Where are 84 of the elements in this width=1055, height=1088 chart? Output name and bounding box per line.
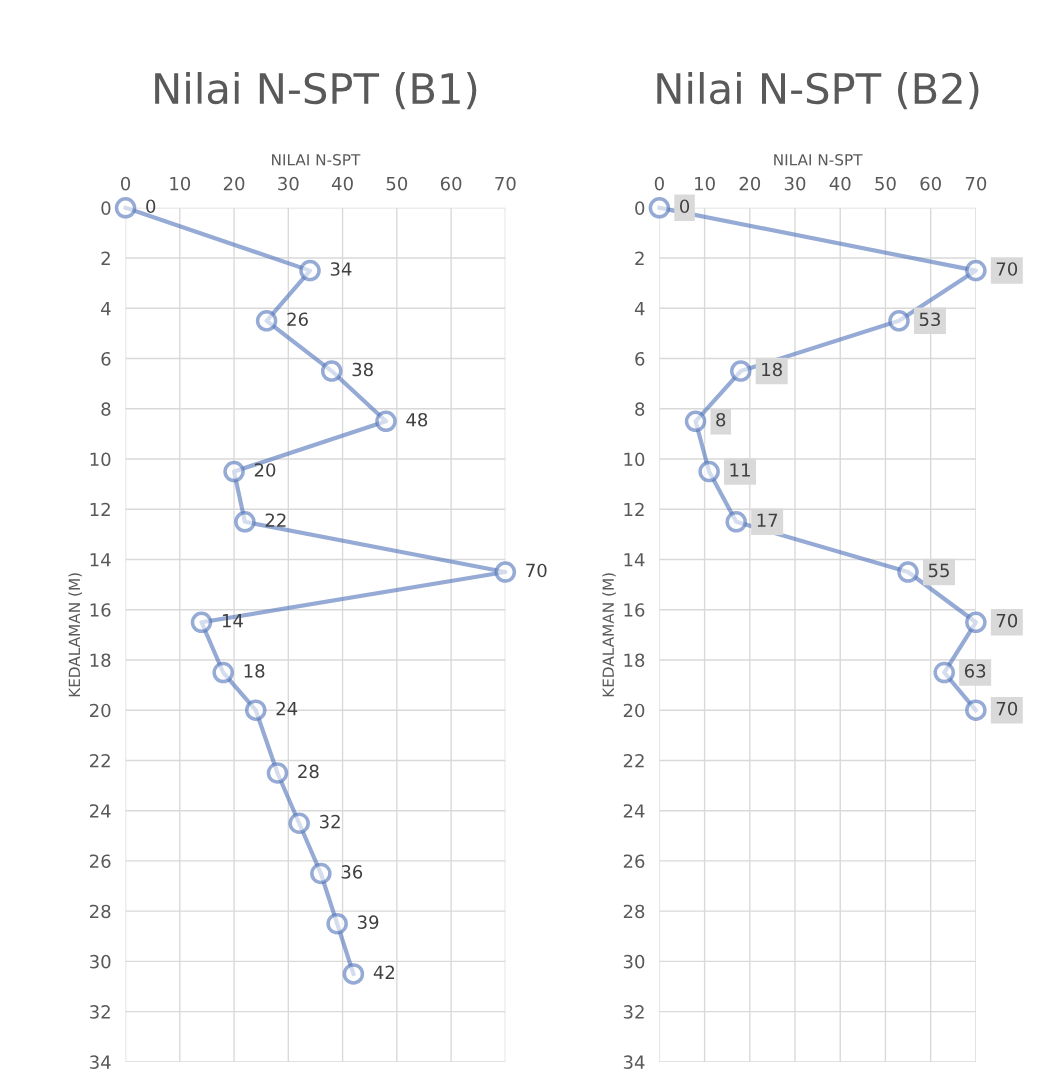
y-tick-label: 30 xyxy=(90,954,111,969)
x-tick-label: 40 xyxy=(829,176,851,191)
data-label: 70 xyxy=(526,563,547,578)
x-tick-label: 10 xyxy=(170,176,191,191)
y-tick-label: 4 xyxy=(634,301,645,316)
data-label: 24 xyxy=(276,701,298,716)
y-tick-label: 20 xyxy=(623,703,645,718)
y-tick-label: 20 xyxy=(90,703,111,718)
data-label: 34 xyxy=(330,262,352,276)
data-label: 8 xyxy=(716,412,726,427)
x-axis-title: NILAI N-SPT xyxy=(272,153,361,166)
y-axis-title: KEDALAMAN (M) xyxy=(602,573,616,697)
y-tick-label: 6 xyxy=(635,351,645,366)
data-label: 32 xyxy=(319,814,340,829)
y-tick-label: 24 xyxy=(90,804,111,818)
data-label: 18 xyxy=(762,362,782,377)
x-tick-label: 50 xyxy=(386,176,408,191)
data-label: 42 xyxy=(373,965,395,979)
data-label: 18 xyxy=(244,664,265,678)
y-tick-label: 26 xyxy=(90,854,111,869)
y-tick-label: 16 xyxy=(624,603,645,617)
data-label: 63 xyxy=(964,664,986,678)
x-tick-label: 10 xyxy=(695,176,715,191)
chart-title: Nilai N-SPT (B2) xyxy=(657,71,979,110)
x-tick-label: 0 xyxy=(120,176,131,191)
y-tick-label: 12 xyxy=(90,502,110,517)
y-tick-label: 28 xyxy=(623,904,645,919)
y-tick-label: 4 xyxy=(101,301,111,316)
y-tick-label: 34 xyxy=(90,1055,111,1069)
data-label: 55 xyxy=(928,563,949,578)
y-tick-label: 2 xyxy=(101,251,110,265)
y-tick-label: 18 xyxy=(624,653,645,668)
data-label: 70 xyxy=(996,701,1018,716)
y-tick-label: 34 xyxy=(623,1055,645,1069)
y-tick-label: 32 xyxy=(90,1005,110,1019)
y-tick-label: 0 xyxy=(101,201,111,215)
x-tick-label: 20 xyxy=(739,176,761,191)
data-label: 0 xyxy=(146,199,156,214)
chart-title: Nilai N-SPT (B1) xyxy=(155,71,477,110)
y-tick-label: 14 xyxy=(624,553,645,567)
y-tick-label: 8 xyxy=(101,402,111,416)
y-tick-label: 8 xyxy=(635,402,645,416)
data-label: 70 xyxy=(996,262,1018,276)
y-tick-label: 22 xyxy=(90,753,110,768)
data-label: 70 xyxy=(996,613,1018,628)
data-label: 38 xyxy=(352,362,373,377)
data-label: 17 xyxy=(757,513,778,527)
y-axis-title: KEDALAMAN (M) xyxy=(68,573,82,697)
y-tick-label: 18 xyxy=(90,653,111,668)
y-tick-label: 10 xyxy=(624,452,645,467)
y-tick-label: 14 xyxy=(90,553,111,567)
y-tick-label: 12 xyxy=(624,502,644,517)
data-label: 39 xyxy=(357,915,379,929)
x-tick-label: 30 xyxy=(278,176,299,191)
data-label: 53 xyxy=(919,312,940,327)
y-tick-label: 28 xyxy=(90,904,111,919)
x-tick-label: 60 xyxy=(920,176,941,191)
y-tick-label: 10 xyxy=(90,452,111,467)
y-tick-label: 24 xyxy=(623,804,645,818)
x-tick-label: 30 xyxy=(784,176,806,191)
data-label: 26 xyxy=(287,312,308,327)
x-tick-label: 0 xyxy=(654,176,664,191)
y-tick-label: 2 xyxy=(635,251,644,265)
data-label: 11 xyxy=(730,463,750,477)
data-label: 36 xyxy=(341,865,363,879)
x-tick-label: 50 xyxy=(875,176,896,191)
y-tick-label: 16 xyxy=(90,603,111,617)
x-axis-title: NILAI N-SPT xyxy=(774,153,863,166)
y-tick-label: 0 xyxy=(635,201,645,215)
y-tick-label: 30 xyxy=(623,954,645,969)
data-label: 28 xyxy=(298,764,319,779)
x-tick-label: 40 xyxy=(331,176,353,191)
data-label: 0 xyxy=(680,199,690,214)
x-tick-label: 20 xyxy=(223,176,245,191)
y-tick-label: 6 xyxy=(101,351,111,366)
y-tick-label: 32 xyxy=(623,1005,644,1019)
data-label: 22 xyxy=(265,513,286,527)
x-tick-label: 60 xyxy=(440,176,462,191)
data-label: 20 xyxy=(254,463,276,477)
y-tick-label: 22 xyxy=(623,753,644,768)
x-tick-label: 70 xyxy=(965,176,987,191)
data-label: 48 xyxy=(406,412,428,427)
x-tick-label: 70 xyxy=(495,176,516,191)
y-tick-label: 26 xyxy=(623,854,645,869)
